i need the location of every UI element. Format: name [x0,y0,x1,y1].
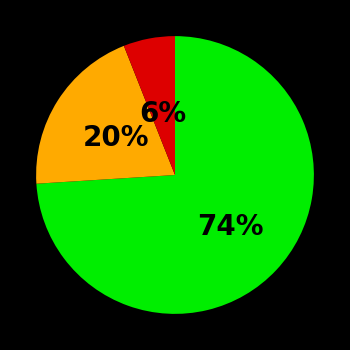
Text: 74%: 74% [197,213,264,241]
Wedge shape [124,36,175,175]
Text: 6%: 6% [140,100,187,128]
Text: 20%: 20% [83,124,149,152]
Wedge shape [36,46,175,184]
Wedge shape [36,36,314,314]
